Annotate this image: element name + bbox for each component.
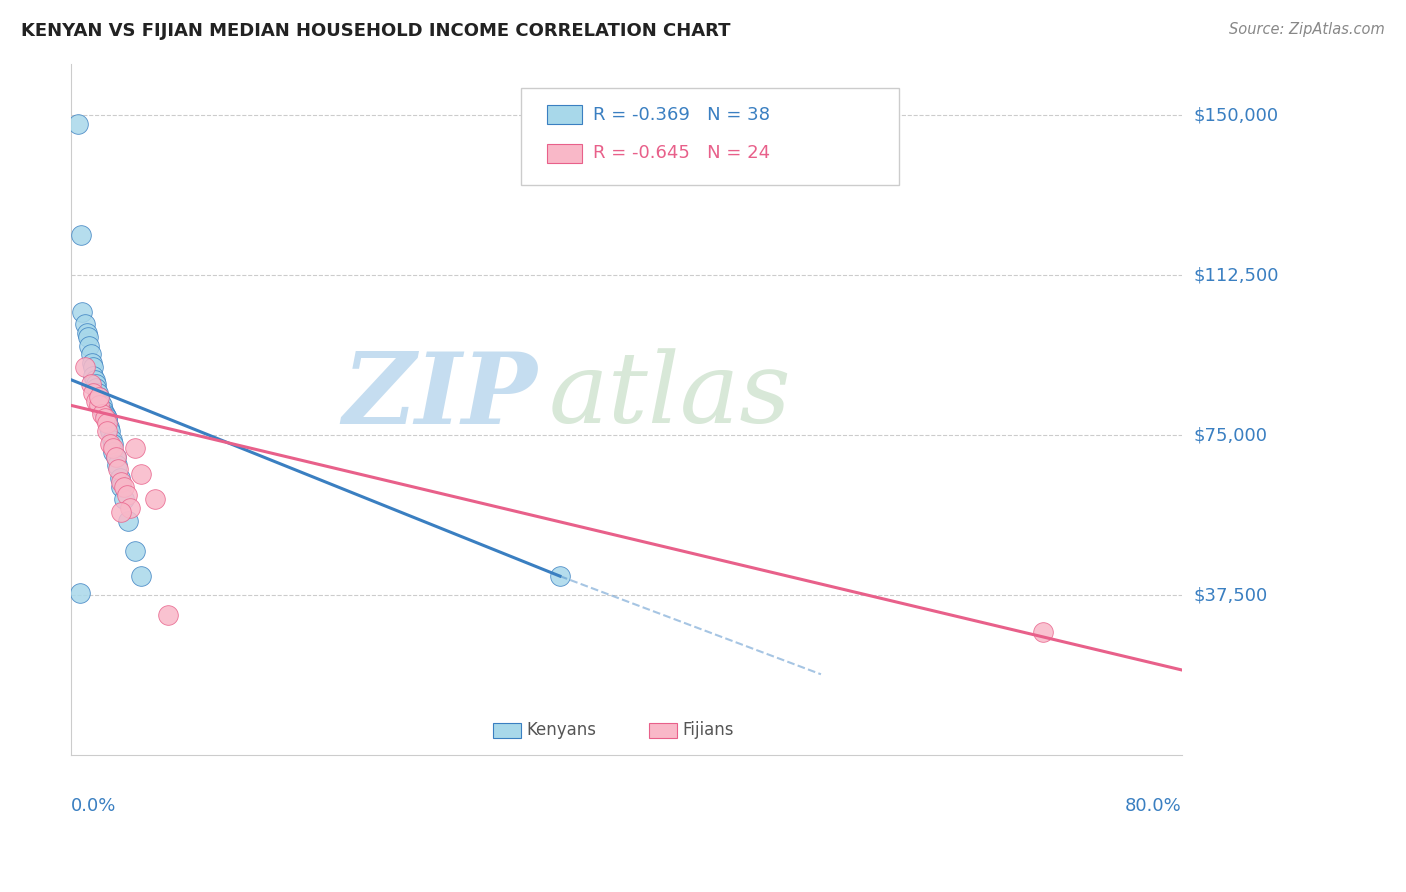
Point xyxy=(84,381,107,395)
Point xyxy=(75,318,97,332)
Text: $112,500: $112,500 xyxy=(1194,267,1278,285)
Text: R = -0.369   N = 38: R = -0.369 N = 38 xyxy=(593,105,770,123)
Point xyxy=(79,339,101,353)
FancyBboxPatch shape xyxy=(547,105,582,124)
Point xyxy=(548,569,571,583)
Point xyxy=(93,411,115,425)
Point xyxy=(1032,624,1054,639)
Point xyxy=(100,433,122,447)
Point xyxy=(104,450,127,464)
Text: KENYAN VS FIJIAN MEDIAN HOUSEHOLD INCOME CORRELATION CHART: KENYAN VS FIJIAN MEDIAN HOUSEHOLD INCOME… xyxy=(21,22,731,40)
Point xyxy=(87,390,110,404)
Point xyxy=(124,441,146,455)
Point xyxy=(82,385,104,400)
Point xyxy=(101,445,124,459)
Point xyxy=(104,450,127,464)
Point xyxy=(82,368,104,383)
Point xyxy=(83,373,105,387)
Point xyxy=(84,377,107,392)
Point xyxy=(72,304,94,318)
Point xyxy=(89,394,111,409)
Point xyxy=(82,359,104,374)
Point xyxy=(77,330,100,344)
Point xyxy=(98,437,121,451)
Point xyxy=(101,437,124,451)
Text: 0.0%: 0.0% xyxy=(72,797,117,814)
Point xyxy=(87,399,110,413)
Point xyxy=(84,394,107,409)
Point xyxy=(108,471,131,485)
Point xyxy=(118,500,141,515)
Text: ZIP: ZIP xyxy=(343,348,537,444)
Point xyxy=(101,441,124,455)
Point xyxy=(96,413,118,427)
Text: R = -0.645   N = 24: R = -0.645 N = 24 xyxy=(593,144,770,161)
Point xyxy=(91,402,114,417)
Point xyxy=(87,390,110,404)
Point xyxy=(105,458,128,473)
Point xyxy=(117,514,139,528)
Point xyxy=(96,411,118,425)
Text: $150,000: $150,000 xyxy=(1194,106,1278,124)
Point xyxy=(75,359,97,374)
FancyBboxPatch shape xyxy=(547,144,582,163)
Point xyxy=(90,399,112,413)
Point xyxy=(129,467,152,481)
Point xyxy=(107,462,129,476)
Point xyxy=(79,377,101,392)
FancyBboxPatch shape xyxy=(648,723,676,738)
Point xyxy=(86,385,108,400)
Point xyxy=(157,607,180,622)
Point xyxy=(67,117,90,131)
Point xyxy=(112,492,135,507)
Text: 80.0%: 80.0% xyxy=(1125,797,1182,814)
Point xyxy=(69,586,91,600)
Point xyxy=(96,416,118,430)
Point xyxy=(93,407,115,421)
Point xyxy=(129,569,152,583)
Point xyxy=(70,227,93,242)
Text: $75,000: $75,000 xyxy=(1194,426,1267,444)
Point xyxy=(98,424,121,438)
Text: Fijians: Fijians xyxy=(682,722,734,739)
Point xyxy=(97,419,120,434)
Point xyxy=(96,424,118,438)
Point xyxy=(80,356,103,370)
Point xyxy=(143,492,166,507)
Point xyxy=(124,543,146,558)
Point xyxy=(90,407,112,421)
Text: atlas: atlas xyxy=(548,348,792,443)
Point xyxy=(110,505,132,519)
FancyBboxPatch shape xyxy=(494,723,522,738)
Point xyxy=(79,347,101,361)
Text: Source: ZipAtlas.com: Source: ZipAtlas.com xyxy=(1229,22,1385,37)
Point xyxy=(110,479,132,493)
Point xyxy=(115,488,138,502)
Point xyxy=(110,475,132,490)
Point xyxy=(94,409,117,423)
Text: $37,500: $37,500 xyxy=(1194,586,1267,604)
FancyBboxPatch shape xyxy=(522,88,898,185)
Point xyxy=(76,326,98,340)
Text: Kenyans: Kenyans xyxy=(527,722,596,739)
Point xyxy=(112,479,135,493)
